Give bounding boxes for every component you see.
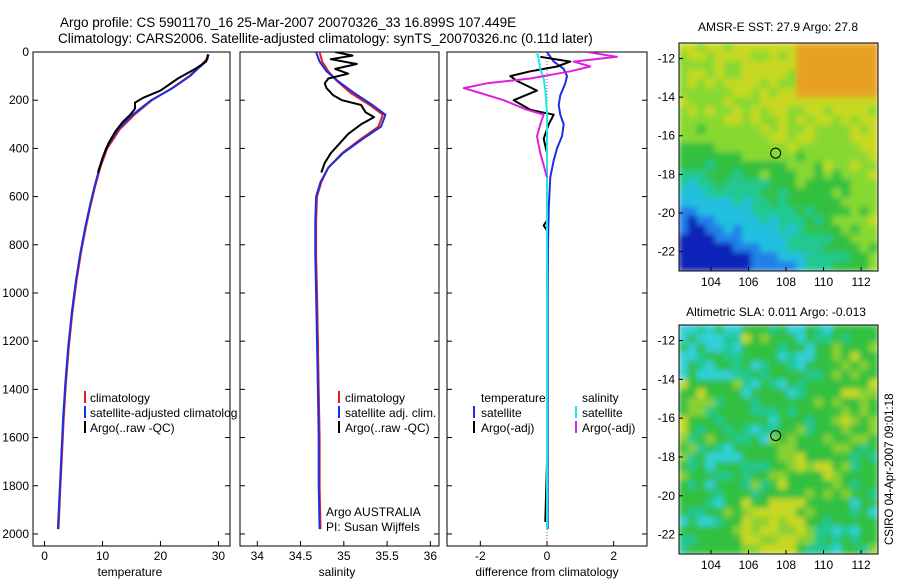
x-tick-label: 110 bbox=[814, 558, 833, 572]
x-tick-label: 35 bbox=[337, 549, 351, 563]
legend-label: Argo(-adj) bbox=[481, 421, 534, 435]
y-tick-label: 400 bbox=[9, 141, 29, 155]
difference-x-label: difference from climatology bbox=[475, 565, 618, 579]
legend-label: Argo(..raw -QC) bbox=[345, 421, 430, 435]
y-tick-label: 1400 bbox=[2, 382, 29, 396]
x-tick-label: 108 bbox=[776, 275, 796, 289]
x-tick-label: 110 bbox=[814, 275, 833, 289]
legend-label: satellite bbox=[582, 406, 623, 420]
argo-position-marker bbox=[770, 430, 782, 442]
difference-legend: temperature salinity satellite Argo(-adj… bbox=[473, 391, 635, 435]
legend-label: Argo(..raw -QC) bbox=[90, 421, 175, 435]
y-tick-label: -14 bbox=[658, 372, 676, 386]
y-tick-label: -22 bbox=[658, 245, 676, 259]
y-tick-label: -22 bbox=[658, 528, 676, 542]
heatmap-field bbox=[679, 325, 878, 554]
y-tick-label: -18 bbox=[658, 450, 676, 464]
y-tick-label: -20 bbox=[658, 489, 676, 503]
x-tick-label: 104 bbox=[701, 558, 721, 572]
sla-map-title: Altimetric SLA: 0.011 Argo: -0.013 bbox=[686, 305, 866, 319]
y-tick-label: -18 bbox=[658, 167, 676, 181]
y-tick-label: 600 bbox=[9, 190, 29, 204]
argo-position-marker bbox=[770, 147, 782, 159]
series-line-salinity-satellite bbox=[536, 52, 548, 530]
credit-line-2: PI: Susan Wijffels bbox=[326, 520, 420, 534]
x-tick-label: 106 bbox=[738, 275, 758, 289]
figure-title-line1: Argo profile: CS 5901170_16 25-Mar-2007 … bbox=[60, 15, 516, 30]
x-tick-label: 104 bbox=[701, 275, 721, 289]
y-tick-label: -16 bbox=[658, 411, 676, 425]
series-line-satellite-adjusted-climatology bbox=[56, 54, 210, 530]
y-tick-label: -20 bbox=[658, 206, 676, 220]
x-tick-label: 10 bbox=[96, 549, 110, 563]
temperature-legend: climatology satellite-adjusted climatolo… bbox=[84, 391, 237, 435]
map-frame bbox=[678, 324, 879, 555]
x-tick-label: 112 bbox=[852, 275, 871, 289]
difference-profile-panel: -2 0 2 bbox=[446, 51, 648, 563]
legend-label: satellite-adjusted climatolog bbox=[90, 406, 237, 420]
temperature-profile-panel: 0 10 20 30 0 200 400 600 800 1000 1200 1400 1600 1800… bbox=[2, 45, 231, 563]
x-tick-label: 0 bbox=[544, 549, 551, 563]
map-frame bbox=[678, 42, 879, 272]
series-line-satellite-adj-clim- bbox=[314, 52, 387, 530]
x-tick-label: -2 bbox=[475, 549, 486, 563]
sst-map: 104 106 108 110 112 -12 -14 -16 -18 -20 -22 bbox=[658, 42, 879, 289]
x-tick-label: 20 bbox=[154, 549, 168, 563]
x-tick-label: 2 bbox=[610, 549, 617, 563]
credit-line-1: Argo AUSTRALIA bbox=[326, 505, 421, 519]
sst-map-title: AMSR-E SST: 27.9 Argo: 27.8 bbox=[698, 20, 858, 34]
salinity-x-label: salinity bbox=[319, 565, 356, 579]
y-tick-label: -14 bbox=[658, 90, 676, 104]
y-tick-label: 200 bbox=[9, 93, 29, 107]
y-tick-label: 1200 bbox=[2, 334, 29, 348]
salinity-legend: climatology satellite adj. clim. Argo(..… bbox=[326, 391, 436, 534]
x-tick-label: 0 bbox=[41, 549, 48, 563]
y-tick-label: 0 bbox=[22, 45, 29, 59]
legend-label: climatology bbox=[345, 391, 405, 405]
x-tick-label: 35.5 bbox=[375, 549, 399, 563]
y-tick-label: -12 bbox=[658, 51, 676, 65]
legend-header-salinity: salinity bbox=[582, 391, 619, 405]
series-line-salinity-argo-adj- bbox=[462, 52, 618, 178]
y-tick-label: -12 bbox=[658, 334, 676, 348]
x-tick-label: 112 bbox=[852, 558, 871, 572]
plot-frame bbox=[32, 51, 231, 547]
y-tick-label: -16 bbox=[658, 129, 676, 143]
y-tick-label: 1000 bbox=[2, 286, 29, 300]
sla-map: 104 106 108 110 112 -12 -14 -16 -18 -20 -22 bbox=[658, 324, 879, 572]
x-tick-label: 106 bbox=[738, 558, 758, 572]
y-tick-label: 800 bbox=[9, 238, 29, 252]
salinity-profile-panel: 34 34.5 35 35.5 36 bbox=[239, 51, 440, 563]
legend-label: Argo(-adj) bbox=[582, 421, 635, 435]
y-tick-label: 1600 bbox=[2, 431, 29, 445]
legend-label: climatology bbox=[90, 391, 150, 405]
plot-frame bbox=[239, 51, 440, 547]
series-line-argo-raw-qc- bbox=[320, 52, 376, 173]
x-tick-label: 108 bbox=[776, 558, 796, 572]
legend-label: satellite adj. clim. bbox=[345, 406, 436, 420]
temperature-x-label: temperature bbox=[98, 565, 163, 579]
x-tick-label: 36 bbox=[424, 549, 438, 563]
x-tick-label: 30 bbox=[212, 549, 226, 563]
heatmap-field bbox=[679, 43, 878, 271]
legend-header-temperature: temperature bbox=[481, 391, 546, 405]
series-line-argo-raw-qc- bbox=[96, 54, 209, 173]
x-tick-label: 34 bbox=[251, 549, 265, 563]
y-tick-label: 1800 bbox=[2, 479, 29, 493]
figure-title-line2: Climatology: CARS2006. Satellite-adjuste… bbox=[58, 31, 593, 46]
credit-timestamp: CSIRO 04-Apr-2007 09:01:18 bbox=[884, 393, 896, 545]
x-tick-label: 34.5 bbox=[289, 549, 313, 563]
legend-label: satellite bbox=[481, 406, 522, 420]
y-tick-label: 2000 bbox=[2, 527, 29, 541]
